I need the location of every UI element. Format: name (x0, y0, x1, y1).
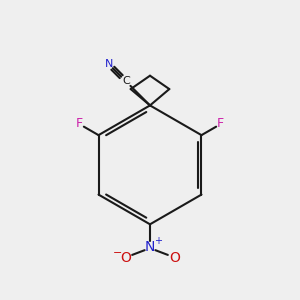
Text: N: N (145, 240, 155, 254)
Text: +: + (154, 236, 162, 246)
Text: O: O (120, 251, 131, 265)
Text: C: C (122, 76, 130, 86)
Text: F: F (76, 118, 83, 130)
Text: O: O (169, 251, 180, 265)
Text: N: N (105, 59, 113, 69)
Text: F: F (217, 118, 224, 130)
Text: −: − (112, 248, 122, 257)
